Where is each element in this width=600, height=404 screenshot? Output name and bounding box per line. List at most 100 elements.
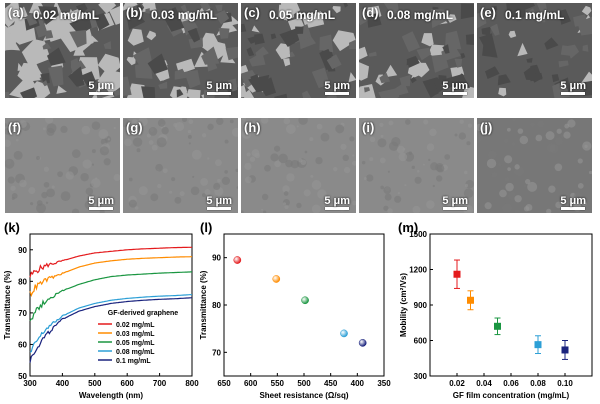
y-tick-label: 80 (212, 301, 221, 310)
x-tick-label: 0.02 (449, 379, 465, 388)
sem-image-panel: (c) 0.05 mg/mL 5 μm (241, 3, 356, 98)
concentration-label: 0.1 mg/mL (505, 8, 565, 22)
scale-bar-line (89, 207, 114, 210)
scale-bar-label: 5 μm (88, 195, 114, 207)
scale-bar: 5 μm (324, 195, 350, 210)
scale-bar-label: 5 μm (560, 80, 586, 92)
transmittance-spectrum-chart: 300 400 500 600 700 800 50 60 70 80 90 Wavelength (… (3, 233, 199, 400)
plot-frame (429, 233, 593, 377)
scale-bar-line (443, 92, 468, 95)
y-tick-label: 80 (18, 277, 27, 286)
series-line (29, 271, 192, 322)
scale-bar: 5 μm (88, 195, 114, 210)
data-point (301, 296, 309, 305)
data-point (272, 275, 281, 283)
data-point (340, 329, 348, 338)
y-tick-label: 1200 (409, 266, 427, 275)
x-tick-label: 400 (351, 379, 365, 388)
scale-bar: 5 μm (324, 80, 350, 95)
sem-image-panel: (e) 0.1 mg/mL 5 μm (477, 3, 592, 98)
scale-bar-line (561, 92, 586, 95)
panel-label: (f) (8, 120, 21, 135)
y-axis-label: Mobility (cm²/Vs) (399, 273, 408, 337)
scale-bar-label: 5 μm (324, 80, 350, 92)
scale-bar-line (325, 92, 350, 95)
y-tick-label: 60 (18, 340, 27, 349)
x-axis-label: GF film concentration (mg/mL) (453, 391, 570, 400)
concentration-label: 0.02 mg/mL (33, 8, 100, 22)
panel-label: (e) (480, 5, 496, 20)
y-axis-label: Transmittance (%) (3, 270, 12, 339)
x-tick-label: 500 (88, 379, 102, 388)
sem-image-panel: (d) 0.08 mg/mL 5 μm (359, 3, 474, 98)
transmittance-vs-resistance-chart: 650 600 550 500 450 400 350 70 80 90 Sheet resista… (199, 233, 391, 400)
x-axis-label: Sheet resistance (Ω/sq) (259, 391, 348, 400)
mobility-vs-concentration-chart: 0.02 0.04 0.06 0.08 0.10 300 600 900 1200 1500 GF … (399, 230, 593, 400)
data-point (467, 296, 474, 304)
x-tick-label: 0.04 (476, 379, 492, 388)
panel-label: (d) (362, 5, 379, 20)
sem-image-panel: (i) 5 μm (359, 118, 474, 213)
y-tick-label: 300 (414, 372, 428, 381)
legend-entry: 0.03 mg/mL (116, 331, 155, 338)
y-tick-label: 600 (414, 337, 428, 346)
scale-bar-label: 5 μm (324, 195, 350, 207)
scale-bar-label: 5 μm (206, 195, 232, 207)
scale-bar: 5 μm (560, 80, 586, 95)
legend-entry: 0.1 mg/mL (116, 358, 151, 365)
x-tick-label: 400 (56, 379, 70, 388)
scale-bar-label: 5 μm (88, 80, 114, 92)
x-tick-label: 0.08 (530, 379, 546, 388)
panel-label-k: (k) (4, 220, 20, 235)
concentration-label: 0.08 mg/mL (387, 8, 454, 22)
y-tick-label: 70 (18, 309, 27, 318)
x-tick-label: 0.06 (503, 379, 519, 388)
data-point (358, 339, 367, 347)
scale-bar: 5 μm (442, 195, 468, 210)
data-point (561, 346, 569, 354)
scale-bar-label: 5 μm (560, 195, 586, 207)
series-line (29, 294, 193, 353)
panel-label: (i) (362, 120, 375, 135)
x-tick-label: 600 (121, 379, 135, 388)
x-tick-label: 600 (244, 379, 258, 388)
panel-label: (j) (480, 120, 493, 135)
scale-bar-line (443, 207, 468, 210)
data-point (494, 322, 501, 330)
x-tick-label: 300 (23, 379, 37, 388)
concentration-label: 0.03 mg/mL (151, 8, 218, 22)
sem-image-panel: (b) 0.03 mg/mL 5 μm (123, 3, 238, 98)
scale-bar: 5 μm (88, 80, 114, 95)
plot-frame (29, 233, 193, 377)
plot-frame (223, 233, 385, 377)
data-point (453, 270, 461, 278)
data-point (534, 341, 542, 349)
sem-image-panel: (g) 5 μm (123, 118, 238, 213)
y-tick-label: 900 (414, 301, 428, 310)
scale-bar: 5 μm (206, 80, 232, 95)
y-tick-label: 90 (212, 254, 221, 263)
scale-bar-line (561, 207, 586, 210)
series-line (29, 246, 192, 278)
panel-label: (g) (126, 120, 143, 135)
sem-image-panel: (f) 5 μm (5, 118, 120, 213)
scale-bar-line (207, 207, 232, 210)
scale-bar: 5 μm (560, 195, 586, 210)
x-axis-label: Wavelength (nm) (79, 391, 143, 400)
scale-bar-line (325, 207, 350, 210)
concentration-label: 0.05 mg/mL (269, 8, 336, 22)
scale-bar-label: 5 μm (442, 195, 468, 207)
sem-image-panel: (h) 5 μm (241, 118, 356, 213)
series-line (29, 256, 192, 298)
y-tick-label: 70 (212, 348, 221, 357)
scale-bar-line (89, 92, 114, 95)
panel-label: (c) (244, 5, 260, 20)
legend-title: GF-derived graphene (108, 310, 179, 317)
panel-label: (b) (126, 5, 143, 20)
scale-bar-line (207, 92, 232, 95)
x-tick-label: 800 (185, 379, 199, 388)
y-tick-label: 90 (18, 246, 27, 255)
scale-bar-label: 5 μm (442, 80, 468, 92)
panel-label: (a) (8, 5, 24, 20)
scale-bar-label: 5 μm (206, 80, 232, 92)
